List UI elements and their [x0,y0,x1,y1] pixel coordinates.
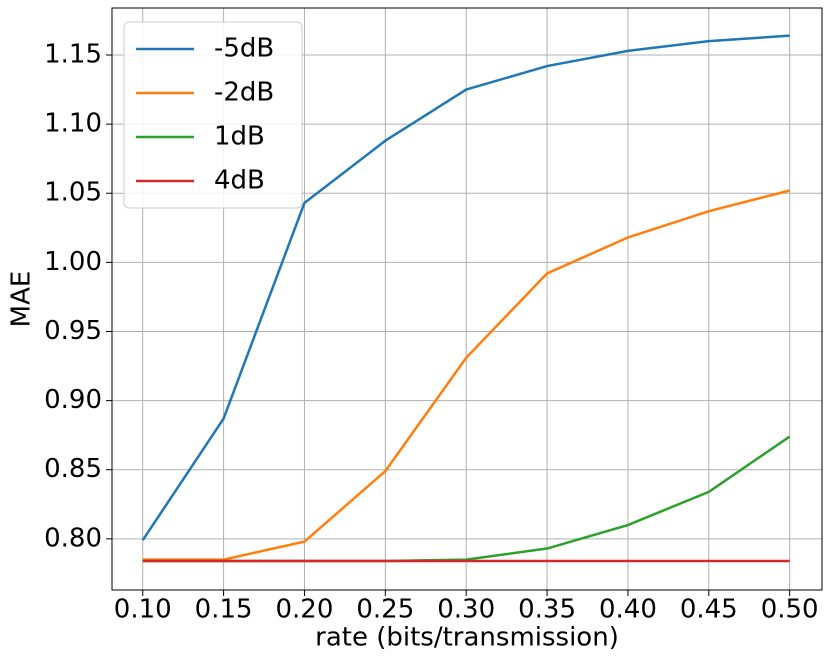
series-line [141,34,790,541]
x-tick-label: 0.50 [761,595,819,625]
x-tick-label: 0.35 [518,595,576,625]
x-axis-label: rate (bits/transmission) [315,623,619,653]
x-tick-label: 0.25 [356,595,414,625]
y-tick-label: 0.95 [44,316,102,346]
y-tick-label: 0.80 [44,523,102,553]
x-tick-label: 0.10 [114,595,172,625]
legend-label: 4dB [214,166,265,196]
legend-label: 1dB [214,122,265,152]
y-tick-label: 1.00 [44,247,102,277]
legend-label: -2dB [214,78,274,108]
legend-label: -5dB [214,34,274,64]
y-tick-label: 0.85 [44,454,102,484]
legend-box [123,21,303,209]
x-tick-label: 0.15 [195,595,253,625]
y-tick-label: 0.90 [44,385,102,415]
y-tick-label: 1.05 [44,178,102,208]
y-axis-label: MAE [7,271,37,328]
x-tick-label: 0.40 [599,595,657,625]
x-tick-label: 0.20 [276,595,334,625]
series-line [142,189,790,561]
y-tick-label: 1.10 [44,109,102,139]
plot-frame [111,7,823,591]
y-tick-label: 1.15 [44,40,102,70]
x-tick-label: 0.45 [680,595,738,625]
x-tick-label: 0.30 [437,595,495,625]
